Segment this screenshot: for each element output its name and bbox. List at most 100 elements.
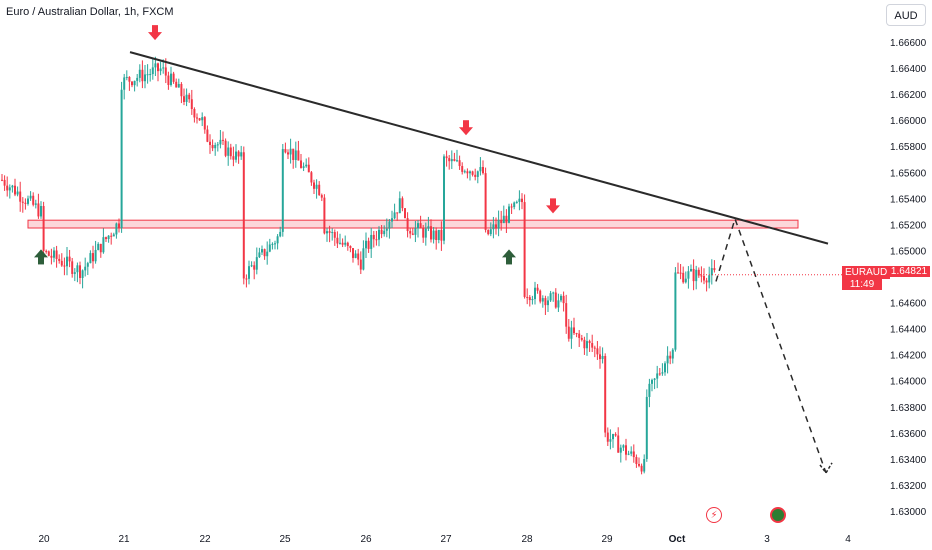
candle-body (448, 158, 451, 162)
candle-body (357, 253, 360, 260)
candle-body (687, 271, 690, 279)
candle-body (479, 166, 482, 172)
candle-body (661, 372, 664, 374)
candle-body (235, 151, 237, 160)
candle-body (573, 327, 575, 334)
earth-icon[interactable] (770, 507, 786, 523)
countdown-label: 11:49 (842, 279, 882, 290)
candle-body (141, 69, 144, 82)
candle-body (346, 242, 349, 247)
candle-body (489, 229, 492, 235)
candle-body (19, 191, 22, 202)
projection-path (715, 216, 827, 474)
candle-body (671, 349, 674, 359)
y-tick-label: 1.66000 (890, 116, 927, 127)
candle-body (427, 226, 430, 229)
candle-body (560, 295, 562, 301)
candle-body (617, 435, 620, 453)
candle-body (697, 269, 700, 276)
candle-body (99, 243, 102, 253)
lightning-icon[interactable]: ⚡ (706, 507, 722, 523)
candle-body (136, 77, 139, 81)
candle-body (276, 236, 279, 244)
candle-body (469, 171, 471, 174)
candle-body (445, 156, 448, 159)
candle-body (383, 230, 386, 235)
candle-body (84, 266, 87, 271)
candle-body (154, 63, 157, 68)
candle-body (131, 81, 133, 86)
candle-body (578, 333, 581, 338)
candle-body (396, 212, 399, 214)
candle-body (73, 272, 76, 274)
candle-body (40, 206, 42, 217)
candle-body (81, 270, 84, 279)
candle-body (450, 159, 453, 162)
candle-body (222, 139, 224, 141)
candle-body (596, 348, 599, 355)
candle-body (289, 148, 292, 155)
candle-body (323, 197, 326, 234)
candle-body (42, 206, 45, 251)
candle-body (359, 259, 362, 270)
y-tick-label: 1.65800 (890, 142, 927, 153)
candle-body (198, 118, 201, 121)
candle-body (622, 445, 625, 448)
currency-button[interactable]: AUD (886, 4, 926, 26)
candle-body (224, 140, 227, 156)
candle-body (120, 89, 123, 229)
y-tick-label: 1.63800 (890, 403, 927, 414)
y-tick-label: 1.65200 (890, 220, 927, 231)
candle-body (440, 229, 443, 241)
x-tick-label: 22 (199, 534, 211, 545)
up-arrow-marker (38, 256, 44, 265)
candle-body (461, 166, 464, 172)
candle-body (263, 249, 266, 257)
down-arrow-marker (463, 120, 469, 129)
candle-body (112, 234, 115, 237)
candle-body (365, 240, 367, 249)
candle-body (172, 73, 175, 82)
candle-body (271, 243, 274, 245)
candle-body (240, 152, 243, 157)
candle-body (284, 149, 287, 153)
candle-body (666, 355, 669, 364)
candle-body (541, 298, 544, 302)
trendline (129, 51, 829, 245)
candle-body (606, 432, 609, 442)
candle-body (211, 144, 214, 149)
candle-body (180, 84, 183, 97)
candle-body (53, 250, 55, 258)
candle-body (677, 272, 679, 274)
candle-body (37, 203, 40, 217)
candle-body (261, 249, 263, 253)
candle-body (692, 268, 695, 282)
candle-body (367, 240, 370, 249)
candle-body (453, 159, 456, 161)
candle-body (695, 269, 698, 282)
candle-body (47, 251, 50, 256)
candle-body (32, 195, 35, 205)
candle-body (370, 234, 373, 249)
candle-body (34, 203, 37, 205)
candle-body (253, 265, 256, 270)
candle-body (531, 299, 534, 301)
candle-body (534, 287, 536, 300)
candle-body (539, 290, 542, 302)
candle-body (146, 74, 149, 76)
candle-body (430, 226, 432, 240)
x-tick-label: 20 (38, 534, 50, 545)
candle-body (690, 268, 692, 272)
candle-body (713, 268, 716, 271)
candle-body (94, 249, 97, 262)
candle-body (565, 303, 568, 327)
y-tick-label: 1.65600 (890, 168, 927, 179)
candle-body (232, 156, 235, 160)
projection-arrowhead (819, 462, 833, 475)
y-tick-label: 1.63000 (890, 507, 927, 518)
candle-body (414, 228, 417, 235)
candle-body (123, 77, 126, 90)
candle-body (391, 218, 393, 222)
candle-body (422, 228, 425, 238)
